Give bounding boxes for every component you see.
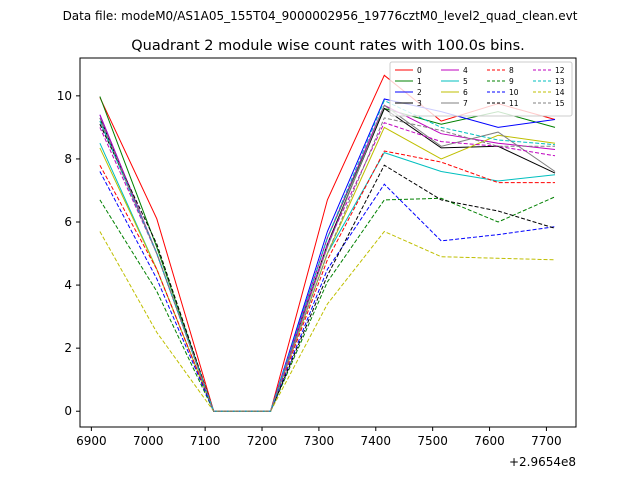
series-line-15 [99,117,555,412]
y-tick-label: 2 [64,341,72,355]
legend-label-8: 8 [509,66,514,75]
x-tick-label: 7700 [531,434,562,448]
legend-label-4: 4 [463,66,468,75]
legend-label-13: 13 [555,77,565,86]
figure-suptitle: Data file: modeM0/AS1A05_155T04_90000029… [63,9,578,23]
x-tick-label: 7100 [190,434,221,448]
legend-label-5: 5 [463,77,468,86]
chart-title: Quadrant 2 module wise count rates with … [131,38,525,54]
legend-label-3: 3 [417,99,422,108]
series-line-14 [99,230,556,412]
plot-lines [99,74,556,412]
legend-label-10: 10 [509,88,519,97]
x-tick-label: 7000 [133,434,164,448]
legend-label-2: 2 [417,88,422,97]
axis-ticks: 6900 7000 7100 7200 7300 7400 7500 7600 7700 0 2 4 6… [57,89,562,448]
y-tick-label: 0 [64,404,72,418]
x-tick-label: 7500 [417,434,448,448]
legend-label-0: 0 [417,66,422,75]
legend-label-9: 9 [509,77,514,86]
legend-label-1: 1 [417,77,422,86]
x-tick-label: 7600 [474,434,505,448]
legend-frame [389,61,573,117]
y-tick-label: 6 [64,215,72,229]
legend-label-14: 14 [555,88,565,97]
legend-label-6: 6 [463,88,468,97]
y-tick-label: 4 [64,278,72,292]
axes-frame [79,57,577,428]
legend-label-7: 7 [463,99,468,108]
legend-label-12: 12 [555,66,565,75]
x-axis-offset-label: +2.9654e8 [509,455,576,469]
series-line-10 [99,171,556,412]
x-tick-label: 6900 [76,434,107,448]
x-tick-label: 7300 [304,434,335,448]
y-tick-label: 8 [64,152,72,166]
series-line-9 [99,196,556,412]
y-tick-label: 10 [57,89,72,103]
series-line-13 [99,99,556,412]
series-line-8 [99,150,555,412]
x-tick-label: 7400 [361,434,392,448]
x-tick-label: 7200 [247,434,278,448]
legend-label-15: 15 [555,99,565,108]
legend-label-11: 11 [509,99,519,108]
series-line-11 [99,123,556,412]
